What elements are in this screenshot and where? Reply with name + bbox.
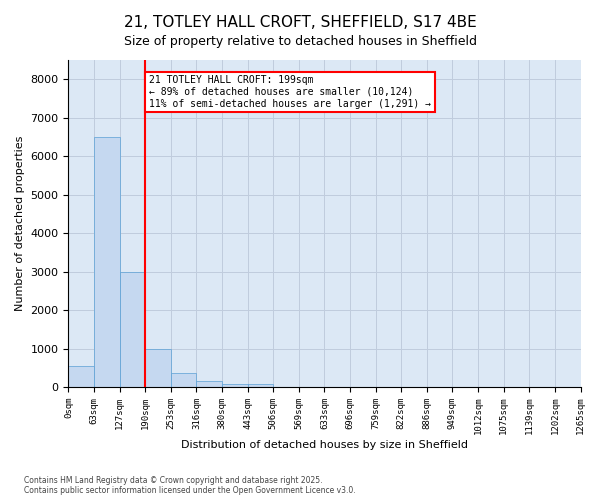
Text: 21, TOTLEY HALL CROFT, SHEFFIELD, S17 4BE: 21, TOTLEY HALL CROFT, SHEFFIELD, S17 4B…: [124, 15, 476, 30]
Bar: [68, 366, 94, 387]
Text: Size of property relative to detached houses in Sheffield: Size of property relative to detached ho…: [124, 35, 476, 48]
Text: Contains HM Land Registry data © Crown copyright and database right 2025.
Contai: Contains HM Land Registry data © Crown c…: [24, 476, 356, 495]
Bar: [196, 381, 222, 387]
X-axis label: Distribution of detached houses by size in Sheffield: Distribution of detached houses by size …: [181, 440, 468, 450]
Text: 21 TOTLEY HALL CROFT: 199sqm
← 89% of detached houses are smaller (10,124)
11% o: 21 TOTLEY HALL CROFT: 199sqm ← 89% of de…: [149, 76, 431, 108]
Bar: [171, 373, 196, 387]
Bar: [222, 384, 248, 387]
Y-axis label: Number of detached properties: Number of detached properties: [15, 136, 25, 311]
Bar: [94, 137, 119, 387]
Bar: [119, 272, 145, 387]
Bar: [145, 348, 171, 387]
Bar: [248, 384, 273, 387]
